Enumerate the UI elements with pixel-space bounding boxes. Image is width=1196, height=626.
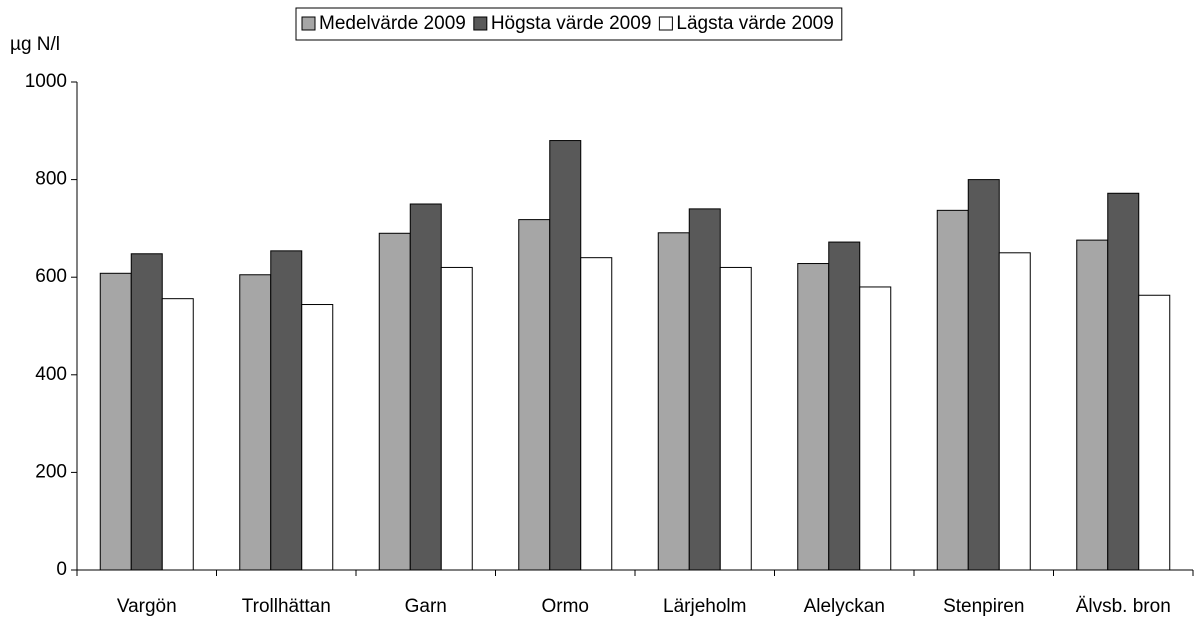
bar	[301, 304, 334, 571]
y-tick-label: 800	[35, 169, 67, 190]
legend-label: Högsta värde 2009	[491, 13, 652, 34]
legend-swatch	[658, 16, 673, 31]
y-tick-label: 0	[56, 559, 67, 580]
x-tick-label: Trollhättan	[242, 596, 331, 617]
legend-label: Lägsta värde 2009	[676, 13, 833, 34]
bar	[1107, 192, 1140, 571]
bar	[998, 252, 1031, 571]
legend-swatch	[301, 16, 316, 31]
bar	[657, 232, 690, 571]
bar	[518, 219, 551, 571]
y-tick-label: 400	[35, 364, 67, 385]
x-tick-label: Alelyckan	[804, 596, 885, 617]
bar	[239, 274, 272, 571]
bar	[161, 298, 194, 571]
bar	[1138, 294, 1171, 571]
bar	[719, 266, 752, 571]
legend-box	[295, 7, 843, 41]
bar	[409, 203, 442, 571]
x-tick-label: Stenpiren	[943, 596, 1024, 617]
bar	[1076, 239, 1109, 571]
legend-label: Medelvärde 2009	[319, 13, 466, 34]
bar	[378, 232, 411, 571]
bar	[440, 266, 473, 571]
x-tick-label: Garn	[405, 596, 447, 617]
bar	[859, 286, 892, 571]
x-tick-label: Älvsb. bron	[1076, 596, 1171, 617]
y-tick-label: 600	[35, 266, 67, 287]
y-axis-label: µg N/l	[10, 34, 60, 55]
x-tick-label: Ormo	[542, 596, 590, 617]
y-tick-label: 200	[35, 461, 67, 482]
x-tick-label: Lärjeholm	[663, 596, 746, 617]
legend-swatch	[473, 16, 488, 31]
y-tick-label: 1000	[25, 71, 67, 92]
bar	[99, 272, 132, 571]
bar	[797, 263, 830, 571]
bar	[967, 179, 1000, 571]
bar	[549, 140, 582, 571]
bar	[828, 241, 861, 571]
bar	[688, 208, 721, 571]
x-tick-label: Vargön	[117, 596, 177, 617]
bar	[936, 209, 969, 571]
bar	[270, 250, 303, 571]
bar	[130, 253, 163, 571]
bar	[580, 257, 613, 571]
